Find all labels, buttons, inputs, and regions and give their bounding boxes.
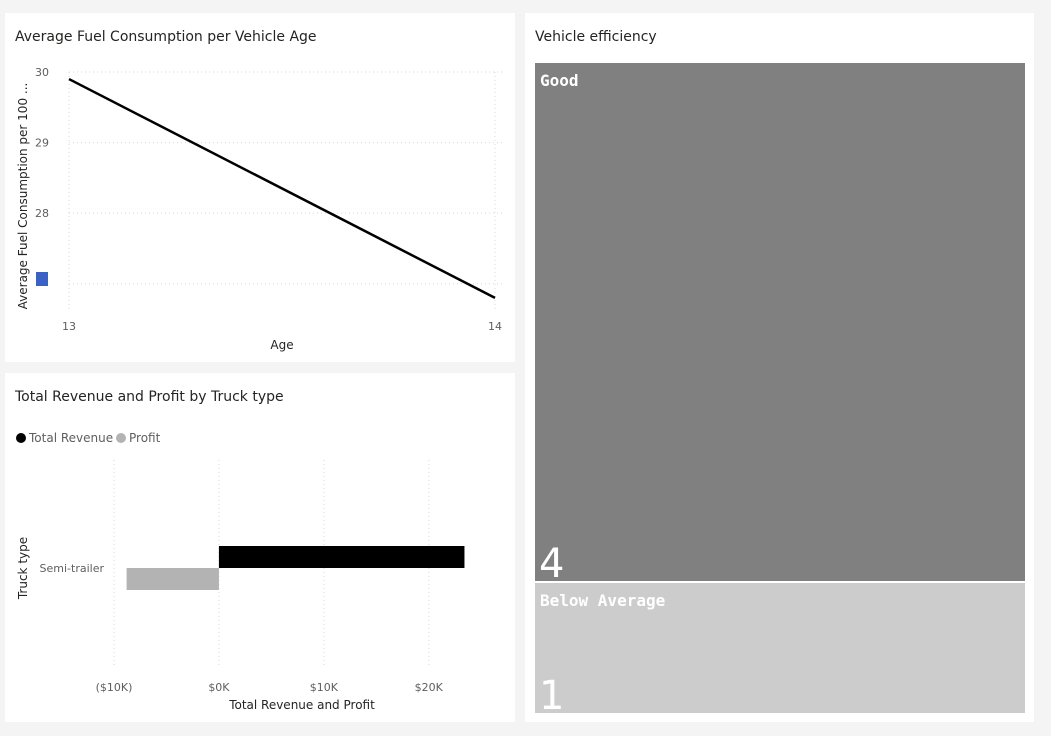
bar-x-axis-title: Total Revenue and Profit: [228, 698, 375, 712]
treemap-tile-value: 4: [539, 541, 565, 587]
bar-chart-panel: Total Revenue and Profit by Truck type T…: [5, 373, 515, 722]
bar-x-tick-label: $10K: [310, 681, 339, 694]
line-y-axis-title: Average Fuel Consumption per 100 ...: [16, 83, 30, 310]
line-chart-title: Average Fuel Consumption per Vehicle Age: [15, 29, 317, 45]
treemap-title: Vehicle efficiency: [535, 29, 657, 45]
treemap-tile-value: 1: [539, 673, 565, 719]
bar-profit[interactable]: [126, 568, 219, 590]
treemap-tile[interactable]: Good 4: [535, 63, 1025, 587]
line-x-tick-label: 14: [488, 320, 502, 333]
bar-category-label: Semi-trailer: [40, 562, 105, 575]
bar-x-tick-label: $20K: [415, 681, 444, 694]
legend-marker-profit: [116, 433, 126, 443]
bar-chart-title: Total Revenue and Profit by Truck type: [15, 389, 284, 405]
line-chart-panel: Average Fuel Consumption per Vehicle Age…: [5, 13, 515, 362]
treemap: Good 4 Below Average 1: [535, 63, 1025, 719]
bar-chart: ($10K) $0K $10K $20K Total Revenue and Profi…: [16, 460, 465, 712]
bar-x-tick-label: ($10K): [96, 681, 133, 694]
legend-item-profit[interactable]: Profit: [116, 431, 160, 445]
line-x-axis-title: Age: [270, 338, 293, 352]
treemap-tile-label: Good: [540, 71, 579, 90]
treemap-tile[interactable]: Below Average 1: [535, 583, 1025, 719]
bar-total-revenue[interactable]: [218, 546, 465, 568]
bar-y-axis-title: Truck type: [16, 537, 30, 600]
line-x-tick-label: 13: [62, 320, 76, 333]
legend-label-profit: Profit: [129, 431, 161, 445]
line-chart: 30 29 28 13 14 Age Average Fuel Consumption pe…: [16, 66, 505, 352]
legend-marker-revenue: [16, 433, 26, 443]
treemap-panel: Vehicle efficiency Good 4 Below Average 1: [525, 13, 1034, 722]
treemap-tile-label: Below Average: [540, 591, 666, 610]
line-y-tick-label: 30: [35, 66, 49, 79]
bar-x-tick-label: $0K: [208, 681, 230, 694]
line-series-marker: [36, 272, 48, 286]
legend-label-revenue: Total Revenue: [29, 431, 114, 445]
line-y-tick-label: 29: [35, 137, 49, 150]
line-series[interactable]: [68, 77, 496, 299]
legend-item-revenue[interactable]: Total Revenue: [16, 431, 113, 445]
line-y-tick-label: 28: [35, 207, 49, 220]
